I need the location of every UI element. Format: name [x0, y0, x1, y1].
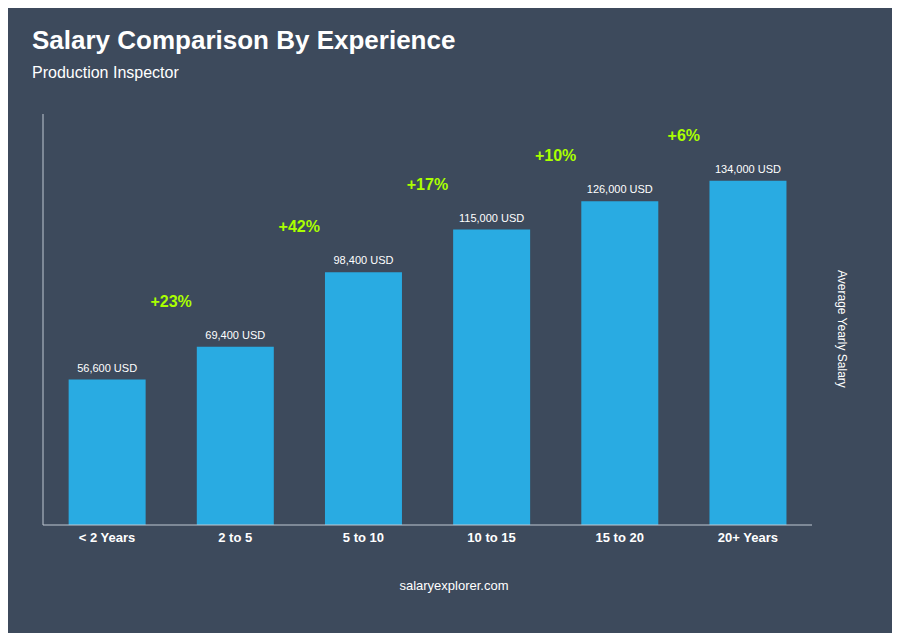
svg-text:+6%: +6% [668, 127, 700, 144]
svg-text:115,000 USD: 115,000 USD [459, 212, 524, 224]
svg-text:98,400 USD: 98,400 USD [333, 254, 393, 266]
svg-text:134,000 USD: 134,000 USD [715, 163, 781, 175]
svg-text:69,400 USD: 69,400 USD [205, 329, 265, 341]
svg-text:+42%: +42% [279, 218, 320, 235]
html-text:Salary Comparison By Experienc: Salary Comparison By Experience [32, 25, 456, 55]
svg-text:20+ Years: 20+ Years [718, 530, 778, 545]
svg-text:10 to 15: 10 to 15 [467, 530, 515, 545]
html-text:Average Yearly Salary: Average Yearly Salary [835, 270, 849, 388]
svg-text:< 2 Years: < 2 Years [79, 530, 136, 545]
svg-text:+23%: +23% [150, 293, 191, 310]
svg-text:2 to 5: 2 to 5 [218, 530, 252, 545]
svg-text:15 to 20: 15 to 20 [596, 530, 644, 545]
svg-text:5 to 10: 5 to 10 [343, 530, 384, 545]
svg-text:56,600 USD: 56,600 USD [77, 362, 137, 374]
svg-text:+17%: +17% [407, 176, 448, 193]
svg-text:+10%: +10% [535, 147, 576, 164]
svg-text:126,000 USD: 126,000 USD [587, 183, 653, 195]
html-text:Production Inspector: Production Inspector [32, 64, 179, 81]
html-text:salaryexplorer.com: salaryexplorer.com [399, 578, 509, 593]
